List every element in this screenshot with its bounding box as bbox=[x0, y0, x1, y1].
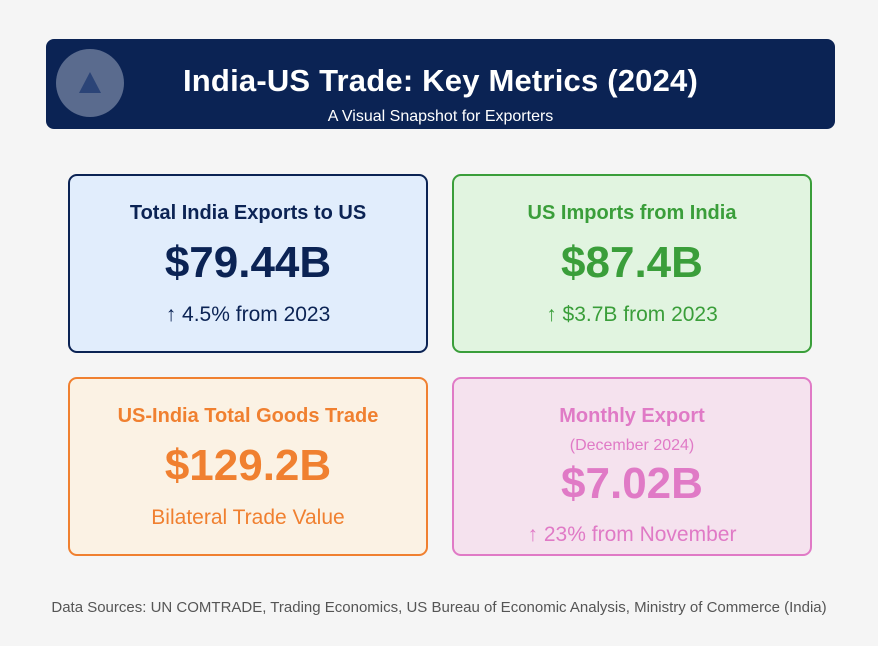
triangle-up-icon bbox=[79, 72, 101, 93]
metric-card-total-trade: US-India Total Goods Trade $129.2B Bilat… bbox=[68, 377, 428, 556]
metric-note: ↑ $3.7B from 2023 bbox=[546, 303, 718, 326]
page-title: India-US Trade: Key Metrics (2024) bbox=[182, 63, 699, 98]
metric-label: Monthly Export bbox=[559, 405, 705, 427]
metric-note: ↑ 4.5% from 2023 bbox=[165, 303, 331, 326]
metric-value: $87.4B bbox=[561, 238, 703, 287]
page-subtitle: A Visual Snapshot for Exporters bbox=[327, 108, 554, 125]
metric-label: Total India Exports to US bbox=[129, 202, 367, 224]
metric-note: ↑ 23% from November bbox=[527, 523, 737, 546]
metric-card-monthly-export: Monthly Export (December 2024) $7.02B ↑ … bbox=[452, 377, 812, 556]
metric-value: $7.02B bbox=[561, 459, 703, 508]
metric-card-exports: Total India Exports to US $79.44B ↑ 4.5%… bbox=[68, 174, 428, 353]
metric-label: US Imports from India bbox=[527, 202, 737, 224]
header-banner: India-US Trade: Key Metrics (2024) A Vis… bbox=[46, 39, 835, 129]
metric-card-imports: US Imports from India $87.4B ↑ $3.7B fro… bbox=[452, 174, 812, 353]
metric-value: $79.44B bbox=[164, 238, 332, 287]
metric-period: (December 2024) bbox=[569, 437, 695, 454]
metric-label: US-India Total Goods Trade bbox=[117, 405, 379, 427]
logo bbox=[56, 49, 124, 117]
metric-value: $129.2B bbox=[164, 441, 332, 490]
metric-note: Bilateral Trade Value bbox=[151, 506, 345, 529]
data-sources: Data Sources: UN COMTRADE, Trading Econo… bbox=[51, 599, 827, 616]
